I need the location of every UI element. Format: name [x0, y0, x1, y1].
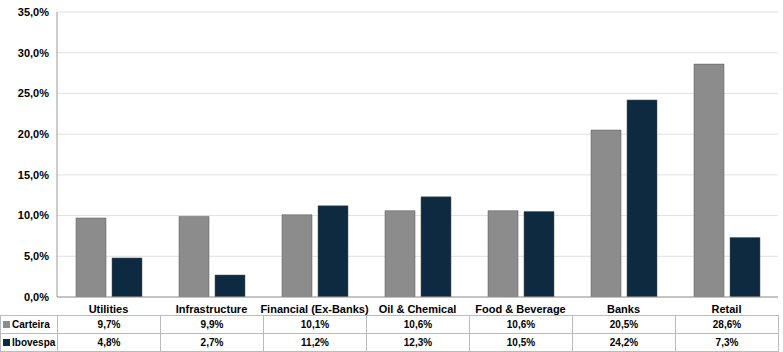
svg-text:10,0%: 10,0%: [18, 209, 49, 221]
svg-text:5,0%: 5,0%: [24, 250, 49, 262]
svg-text:Financial (Ex-Banks): Financial (Ex-Banks): [260, 303, 369, 315]
svg-text:Banks: Banks: [607, 303, 640, 315]
html-text:10,1%: 10,1%: [300, 319, 330, 330]
html-text:11,2%: 11,2%: [301, 337, 329, 348]
html-text:9,9%: 9,9%: [200, 319, 224, 330]
html-text:4,8%: 4,8%: [97, 337, 121, 348]
svg-text:Oil & Chemical: Oil & Chemical: [379, 303, 457, 315]
html-text:10,5%: 10,5%: [506, 337, 536, 348]
svg-text:35,0%: 35,0%: [18, 6, 49, 18]
svg-text:20,0%: 20,0%: [18, 128, 49, 140]
svg-text:Infrastructure: Infrastructure: [176, 303, 248, 315]
html-text:9,7%: 9,7%: [97, 319, 121, 330]
html-text:28,6%: 28,6%: [712, 319, 742, 330]
svg-text:30,0%: 30,0%: [18, 47, 49, 59]
svg-text:25,0%: 25,0%: [18, 87, 49, 99]
html-text:24,2%: 24,2%: [609, 337, 639, 348]
html-text:7,3%: 7,3%: [715, 337, 739, 348]
svg-text:Retail: Retail: [712, 303, 742, 315]
svg-text:Food & Beverage: Food & Beverage: [475, 303, 565, 315]
html-text:20,5%: 20,5%: [609, 319, 639, 330]
html-text:Carteira: Carteira: [12, 319, 50, 330]
html-text:2,7%: 2,7%: [200, 337, 224, 348]
html-text:Ibovespa: Ibovespa: [12, 337, 56, 348]
html-text:10,6%: 10,6%: [403, 319, 433, 330]
svg-text:0,0%: 0,0%: [24, 291, 49, 303]
svg-text:15,0%: 15,0%: [18, 169, 49, 181]
html-text:12,3%: 12,3%: [403, 337, 433, 348]
html-text:10,6%: 10,6%: [506, 319, 536, 330]
svg-text:Utilities: Utilities: [89, 303, 129, 315]
